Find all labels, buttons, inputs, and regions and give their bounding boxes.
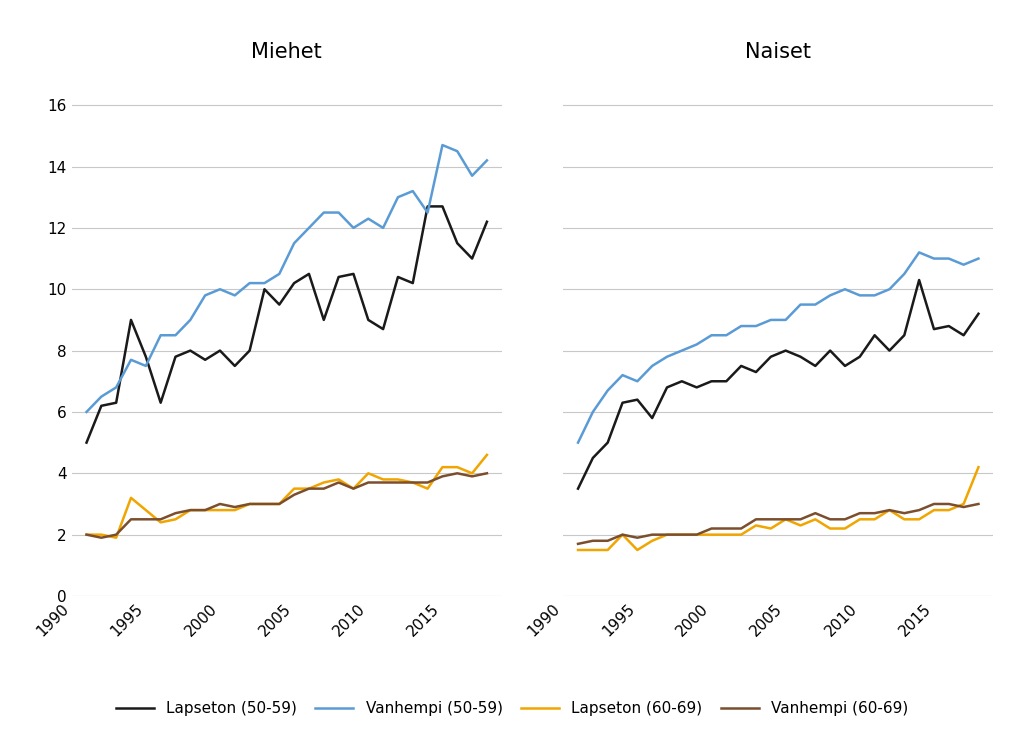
Legend: Lapseton (50-59), Vanhempi (50-59), Lapseton (60-69), Vanhempi (60-69): Lapseton (50-59), Vanhempi (50-59), Laps…: [110, 695, 914, 723]
Title: Miehet: Miehet: [251, 42, 323, 62]
Title: Naiset: Naiset: [745, 42, 811, 62]
